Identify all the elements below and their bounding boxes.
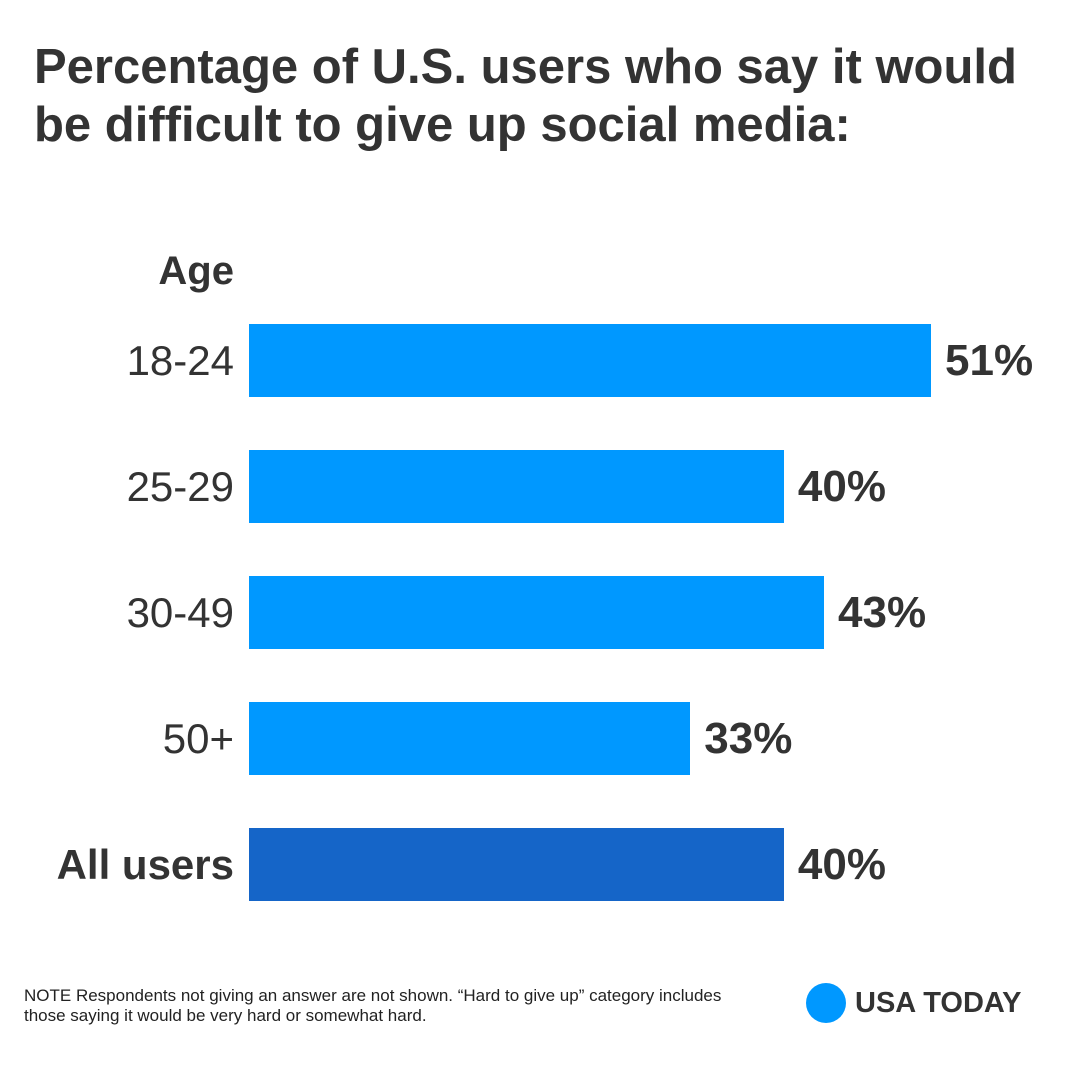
bar: [249, 324, 931, 397]
category-label: 25-29: [126, 463, 234, 510]
category-label: 30-49: [126, 589, 234, 636]
category-label: All users: [56, 841, 234, 888]
logo-text: USA TODAY: [855, 986, 1022, 1019]
value-label: 43%: [838, 588, 927, 637]
bar: [249, 450, 784, 523]
chart-title: Percentage of U.S. users who say it woul…: [34, 40, 1017, 152]
bar: [249, 576, 825, 649]
value-label: 40%: [797, 840, 886, 889]
value-label: 33%: [704, 714, 793, 763]
axis-title: Age: [158, 249, 234, 293]
footnote: NOTE Respondents not giving an answer ar…: [24, 986, 722, 1025]
logo-dot-icon: [806, 983, 846, 1023]
bar: [249, 828, 784, 901]
category-label: 18-24: [126, 337, 234, 384]
value-label: 51%: [945, 336, 1034, 385]
usa-today-logo: USA TODAY: [806, 983, 1022, 1023]
bar: [249, 702, 691, 775]
category-label: 50+: [162, 715, 234, 762]
value-label: 40%: [797, 462, 886, 511]
